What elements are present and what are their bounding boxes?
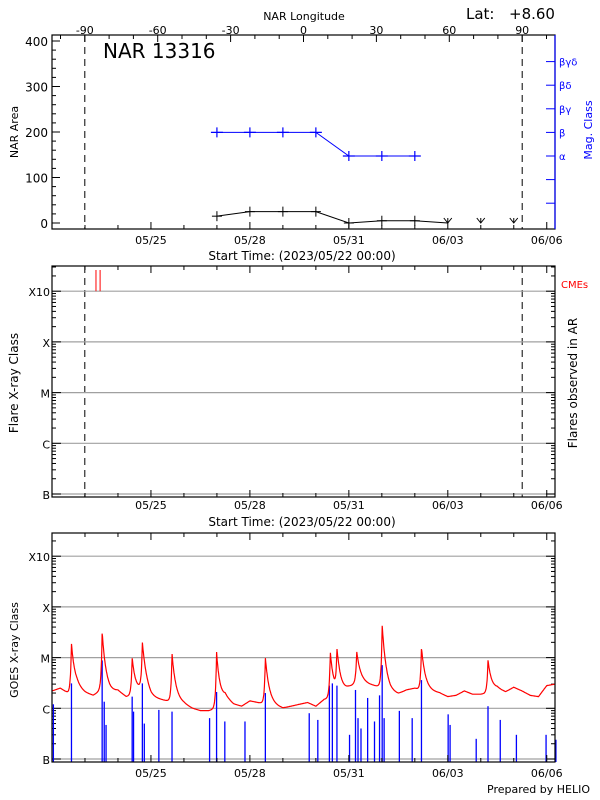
- area-y-tick-label: 200: [25, 126, 48, 140]
- area-ylabel: NAR Area: [8, 106, 21, 158]
- panel3-frame: [51, 532, 556, 763]
- region-title: NAR 13316: [103, 39, 216, 63]
- area-zero-marker: [443, 217, 453, 224]
- longitude-tick-label: 0: [300, 24, 307, 37]
- p2-y-tick-label: X10: [28, 286, 50, 299]
- longitude-tick-label: 60: [442, 24, 456, 37]
- panel2-frame: [51, 265, 556, 498]
- p1-x-tick-label: 05/25: [135, 234, 167, 247]
- p2-y-tick-label: C: [42, 438, 50, 451]
- area-zero-marker: [476, 217, 486, 224]
- flares-observed-ylabel: Flares observed in AR: [566, 318, 580, 448]
- flare-ylabel: Flare X-ray Class: [7, 333, 21, 433]
- panel1-xlabel: Start Time: (2023/05/22 00:00): [208, 249, 395, 263]
- area-y-tick-label: 100: [25, 172, 48, 186]
- p3-x-tick-label: 05/31: [333, 767, 365, 780]
- p3-x-tick-label: 05/28: [234, 767, 266, 780]
- p3-y-tick-label: M: [41, 653, 51, 666]
- area-y-tick-label: 0: [40, 217, 48, 231]
- area-y-tick-label: 400: [25, 35, 48, 49]
- mag-class-tick-label: βγ: [559, 105, 571, 116]
- p3-x-tick-label: 06/03: [432, 767, 464, 780]
- goes-long-channel-line: [51, 625, 556, 712]
- longitude-tick-label: -30: [222, 24, 240, 37]
- p2-y-tick-label: M: [41, 388, 51, 401]
- latitude-label: Lat:: [466, 5, 494, 23]
- longitude-tick-label: 30: [369, 24, 383, 37]
- p2-x-tick-label: 05/31: [333, 499, 365, 512]
- p3-y-tick-label: X: [42, 602, 50, 615]
- p3-x-tick-label: 05/25: [135, 767, 167, 780]
- mag-class-line: [216, 131, 415, 157]
- mag-class-tick-label: βγδ: [559, 58, 577, 69]
- longitude-tick-label: -90: [76, 24, 94, 37]
- p3-y-tick-label: X10: [28, 551, 50, 564]
- mag-class-tick-label: α: [559, 152, 566, 163]
- area-line: [216, 211, 448, 224]
- p2-x-tick-label: 05/28: [234, 499, 266, 512]
- p2-y-tick-label: X: [42, 337, 50, 350]
- latitude-value: +8.60: [509, 5, 555, 23]
- p2-x-tick-label: 06/03: [432, 499, 464, 512]
- longitude-tick-label: 90: [515, 24, 529, 37]
- top-axis-title: NAR Longitude: [263, 10, 345, 23]
- p2-y-tick-label: B: [42, 489, 50, 502]
- mag-class-tick-label: βδ: [559, 81, 572, 92]
- p2-x-tick-label: 05/25: [135, 499, 167, 512]
- area-zero-marker: [509, 217, 519, 224]
- p2-x-tick-label: 06/06: [531, 499, 563, 512]
- mag-class-tick-label: β: [559, 128, 565, 139]
- p3-y-tick-label: B: [42, 754, 50, 767]
- panel2-xlabel: Start Time: (2023/05/22 00:00): [208, 515, 395, 529]
- credit: Prepared by HELIO: [487, 783, 590, 796]
- p1-x-tick-label: 05/28: [234, 234, 266, 247]
- area-y-tick-label: 300: [25, 81, 48, 95]
- p1-x-tick-label: 06/03: [432, 234, 464, 247]
- goes-ylabel: GOES X-ray Class: [8, 602, 21, 698]
- p3-x-tick-label: 06/06: [531, 767, 563, 780]
- longitude-tick-label: -60: [149, 24, 167, 37]
- cme-label: CMEs: [561, 280, 588, 291]
- mag-class-ylabel: Mag. Class: [582, 100, 595, 159]
- p1-x-tick-label: 06/06: [531, 234, 563, 247]
- p3-y-tick-label: C: [42, 703, 50, 716]
- p1-x-tick-label: 05/31: [333, 234, 365, 247]
